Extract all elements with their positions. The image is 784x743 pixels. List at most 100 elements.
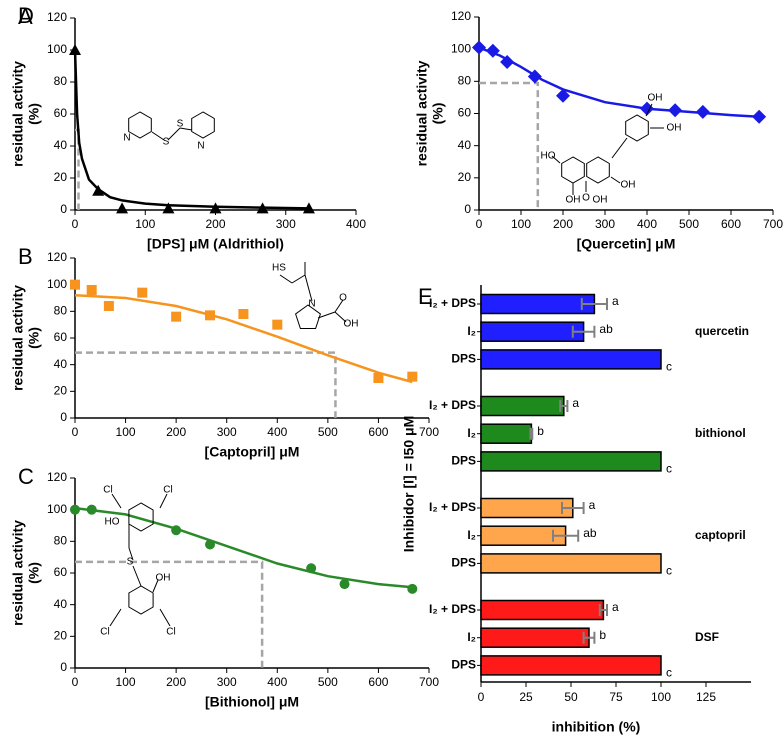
y-axis-label: (%) <box>26 103 42 125</box>
significance-letter: b <box>599 628 606 642</box>
x-tick-label: 0 <box>72 217 79 231</box>
structure-ring <box>128 111 152 139</box>
structure-ring <box>625 114 649 142</box>
x-tick-label: 25 <box>519 690 533 704</box>
structure-bond <box>279 274 293 284</box>
panel-label: E <box>418 284 433 309</box>
fit-curve <box>74 506 413 589</box>
x-tick-label: 700 <box>419 425 439 439</box>
x-tick-label: 0 <box>478 690 485 704</box>
structure-atom: O <box>582 193 590 204</box>
group-label: DSF <box>695 630 719 644</box>
structure-ring <box>191 111 215 139</box>
error-bar <box>529 427 534 440</box>
y-tick-label: 120 <box>47 250 67 264</box>
y-tick-label: 0 <box>60 410 67 424</box>
y-tick-label: 40 <box>54 138 68 152</box>
y-tick-label: 20 <box>54 629 68 643</box>
y-tick-label: 80 <box>54 534 68 548</box>
structure-ring <box>586 156 610 184</box>
structure-bond <box>551 155 561 164</box>
significance-letter: a <box>589 498 596 512</box>
fit-curve <box>478 46 760 118</box>
y-axis-label: residual activity <box>10 285 26 391</box>
structure-bond <box>610 176 621 184</box>
x-tick-label: 200 <box>166 425 186 439</box>
y-tick-label: 80 <box>54 304 68 318</box>
point <box>171 525 182 536</box>
category-label: I₂ <box>467 426 476 440</box>
y-axis-label: (%) <box>26 562 42 584</box>
structure-atom: OH <box>344 319 359 330</box>
point <box>86 285 97 295</box>
structure-atom: Cl <box>100 627 109 638</box>
x-axis-label: [DPS] μM (Aldrithiol) <box>147 236 284 252</box>
x-tick-label: 200 <box>205 217 225 231</box>
point <box>103 301 114 311</box>
x-tick-label: 100 <box>135 217 155 231</box>
category-label: DPS <box>451 352 476 366</box>
bar <box>480 321 585 342</box>
panel-label: A <box>18 4 33 29</box>
x-tick-label: 0 <box>476 217 483 231</box>
y-tick-label: 100 <box>47 42 67 56</box>
y-axis-label: residual activity <box>414 60 430 166</box>
structure-atom: HO <box>541 151 556 162</box>
category-label: I₂ + DPS <box>429 500 476 514</box>
y-tick-label: 60 <box>54 565 68 579</box>
structure-bond <box>317 311 336 319</box>
bar <box>480 599 605 621</box>
point <box>407 583 418 594</box>
bar <box>480 293 596 315</box>
bar <box>480 423 533 444</box>
point <box>752 109 767 124</box>
x-tick-label: 300 <box>217 675 237 689</box>
structure-atom: Cl <box>163 485 172 496</box>
x-tick-label: 600 <box>368 675 388 689</box>
structure-atom: OH <box>621 180 636 191</box>
ic50-guide <box>75 351 337 418</box>
x-axis-label: inhibition (%) <box>552 719 641 735</box>
structure-atom: S <box>177 119 184 130</box>
y-tick-label: 40 <box>458 138 472 152</box>
structure-ring <box>561 156 585 184</box>
x-axis-label: [Bithionol] μM <box>205 694 299 710</box>
category-label: DPS <box>451 658 476 672</box>
x-tick-label: 600 <box>721 217 741 231</box>
y-tick-label: 100 <box>451 41 471 55</box>
y-tick-label: 0 <box>60 660 67 674</box>
point <box>205 310 216 321</box>
category-label: I₂ <box>467 630 476 644</box>
structure-bond <box>152 579 159 593</box>
x-tick-label: 500 <box>318 675 338 689</box>
structure-bond <box>111 493 122 509</box>
point <box>472 40 486 55</box>
point <box>695 104 710 119</box>
y-tick-label: 60 <box>54 106 68 120</box>
structure-bond <box>159 493 168 509</box>
point <box>339 579 350 590</box>
point <box>70 279 80 290</box>
category-label: I₂ <box>467 528 476 542</box>
x-tick-label: 400 <box>346 217 366 231</box>
significance-letter: a <box>572 396 579 410</box>
structure-ring <box>295 304 321 329</box>
error-bar <box>580 298 608 310</box>
point <box>238 309 249 319</box>
point <box>162 202 175 214</box>
y-tick-label: 100 <box>47 277 67 291</box>
error-bar <box>571 325 596 338</box>
y-axis-label: residual activity <box>10 520 26 626</box>
x-tick-label: 100 <box>511 217 531 231</box>
point <box>209 202 222 214</box>
x-tick-label: 100 <box>116 675 136 689</box>
structure-ring <box>128 502 154 532</box>
structure-bond <box>159 608 171 627</box>
category-label: I₂ + DPS <box>429 398 476 412</box>
significance-letter: c <box>666 666 672 680</box>
point <box>171 311 182 322</box>
structure-bond <box>334 299 344 313</box>
point <box>302 202 315 214</box>
structure-bond <box>645 103 653 117</box>
y-tick-label: 120 <box>451 9 471 23</box>
